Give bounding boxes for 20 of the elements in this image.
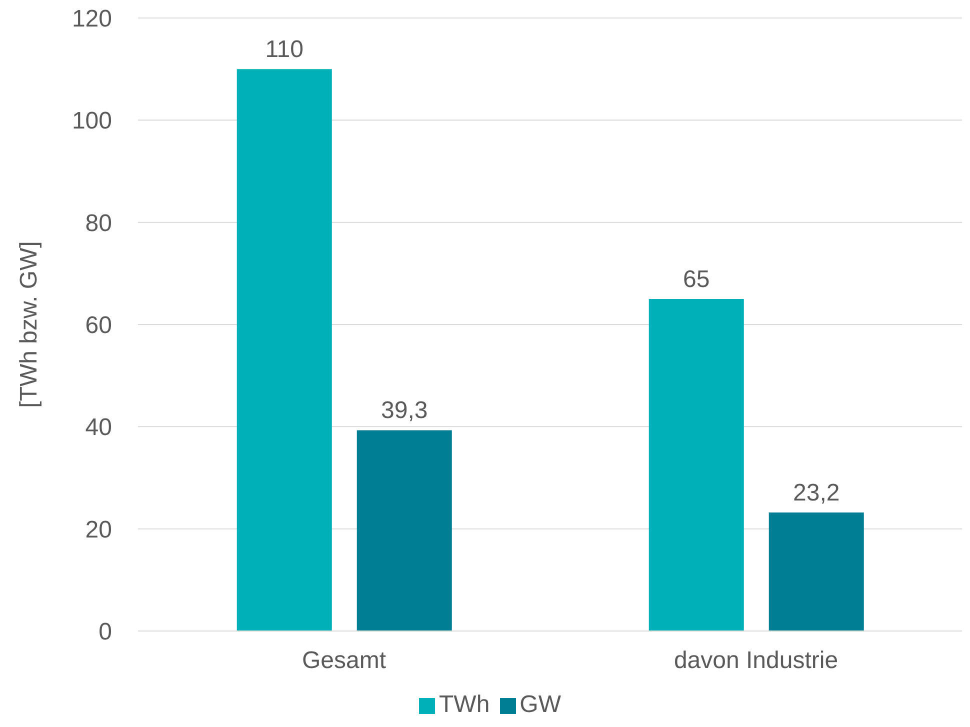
y-axis-title: [TWh bzw. GW]	[16, 241, 43, 408]
bar	[356, 430, 452, 631]
legend-label: TWh	[439, 691, 490, 718]
y-tick-label: 120	[72, 6, 112, 33]
y-tick-label: 100	[72, 108, 112, 135]
data-label: 39,3	[381, 397, 428, 424]
x-tick-label: davon Industrie	[674, 647, 838, 674]
y-tick-label: 20	[85, 516, 112, 544]
x-tick-label: Gesamt	[302, 647, 386, 674]
y-tick-label: 40	[85, 414, 112, 442]
data-label: 65	[683, 266, 710, 293]
bar	[236, 69, 332, 631]
y-tick-label: 80	[85, 210, 112, 237]
legend-label: GW	[520, 691, 561, 718]
data-label: 110	[265, 36, 304, 64]
y-tick-label: 60	[85, 312, 112, 340]
data-label: 23,2	[793, 479, 840, 506]
bar	[768, 512, 864, 631]
bar	[648, 298, 744, 631]
y-tick-label: 0	[98, 618, 112, 646]
